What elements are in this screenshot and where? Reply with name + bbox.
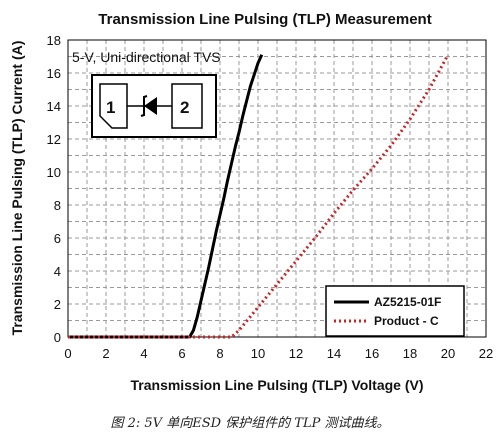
x-tick-label: 6	[178, 346, 185, 361]
pin-2-label: 2	[180, 98, 189, 117]
y-tick-labels: 0 2 4 6 8 10 12 14 16 18	[47, 33, 61, 345]
x-tick-labels: 0 2 4 6 8 10 12 14 16 18 20 22	[64, 346, 493, 361]
x-tick-label: 12	[289, 346, 303, 361]
y-tick-label: 16	[47, 66, 61, 81]
tvs-symbol-icon: 1 2	[91, 74, 217, 138]
x-tick-label: 10	[251, 346, 265, 361]
plot-frame	[67, 39, 487, 338]
figure-caption: 图 2: 5V 单向ESD 保护组件的 TLP 测试曲线。	[110, 416, 390, 431]
device-type-note: 5-V, Uni-directional TVS	[72, 49, 221, 65]
y-tick-label: 12	[47, 132, 61, 147]
legend: AZ5215-01F Product - C	[325, 285, 465, 337]
x-tick-label: 22	[479, 346, 493, 361]
legend-label-product-c: Product - C	[374, 314, 439, 328]
y-tick-label: 2	[54, 297, 61, 312]
x-tick-label: 14	[327, 346, 341, 361]
y-tick-label: 0	[54, 330, 61, 345]
y-tick-label: 4	[54, 264, 61, 279]
y-tick-label: 10	[47, 165, 61, 180]
x-tick-label: 2	[102, 346, 109, 361]
chart-title: Transmission Line Pulsing (TLP) Measurem…	[98, 11, 431, 28]
x-tick-label: 18	[403, 346, 417, 361]
x-tick-label: 0	[64, 346, 71, 361]
x-axis-label: Transmission Line Pulsing (TLP) Voltage …	[131, 377, 424, 393]
y-axis-label: Transmission Line Pulsing (TLP) Current …	[9, 41, 25, 336]
tlp-chart: Transmission Line Pulsing (TLP) Measurem…	[9, 11, 493, 393]
y-tick-label: 14	[47, 99, 61, 114]
y-tick-label: 8	[54, 198, 61, 213]
series-line-0	[68, 54, 264, 339]
y-tick-label: 6	[54, 231, 61, 246]
pin-1-label: 1	[106, 98, 115, 117]
x-tick-label: 20	[441, 346, 455, 361]
legend-label-az5215: AZ5215-01F	[374, 295, 441, 309]
series-layer	[68, 54, 450, 339]
y-tick-label: 18	[47, 33, 61, 48]
x-tick-label: 16	[365, 346, 379, 361]
x-tick-label: 4	[140, 346, 147, 361]
x-tick-label: 8	[216, 346, 223, 361]
